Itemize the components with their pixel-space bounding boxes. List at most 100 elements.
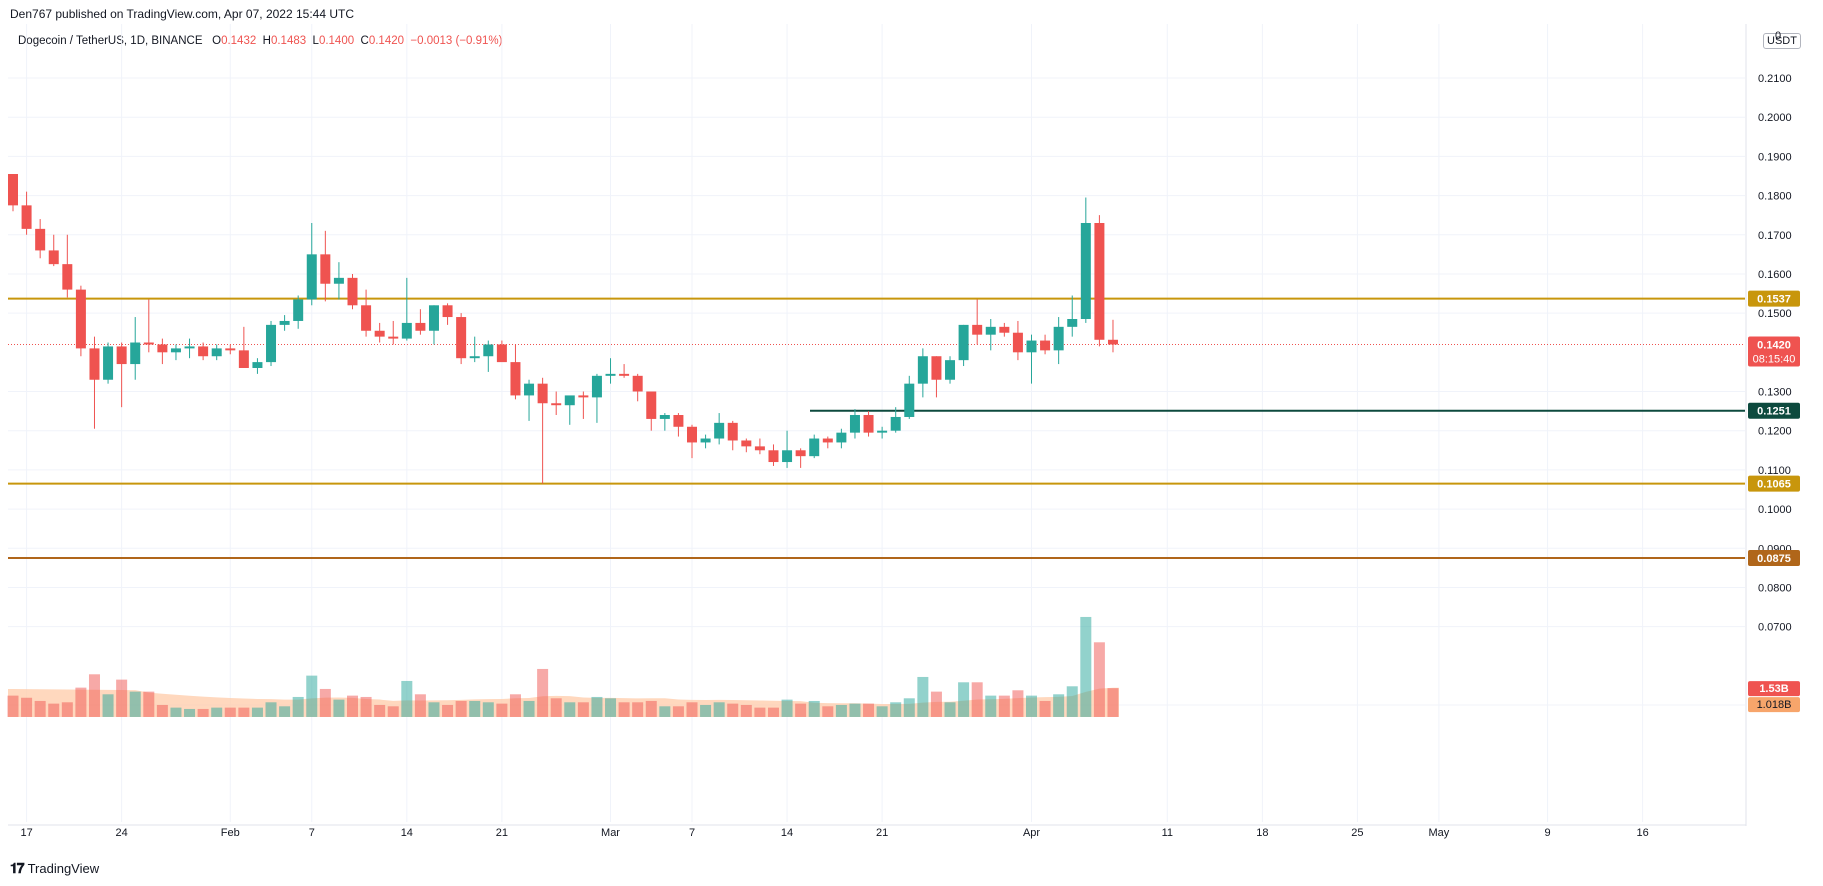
volume-bar: [1080, 616, 1092, 717]
candle-body[interactable]: [388, 336, 399, 339]
candle-body[interactable]: [279, 320, 290, 325]
candle-body[interactable]: [917, 356, 928, 384]
tradingview-brand[interactable]: 𝟏𝟕 TradingView: [10, 860, 99, 877]
y-tick-label: 0.0700: [1758, 622, 1792, 634]
candle-body[interactable]: [184, 346, 195, 349]
candle-body[interactable]: [143, 342, 154, 345]
candle-body[interactable]: [687, 426, 697, 443]
candle-body[interactable]: [1107, 339, 1118, 345]
candle-body[interactable]: [442, 305, 453, 318]
candle-body[interactable]: [836, 432, 847, 443]
candle-body[interactable]: [591, 375, 602, 398]
candle-body[interactable]: [62, 264, 73, 290]
candle-body[interactable]: [1067, 319, 1078, 327]
volume-bar: [727, 703, 739, 717]
candle-body[interactable]: [374, 330, 385, 337]
candle-body[interactable]: [632, 375, 643, 392]
volume-bar: [958, 682, 970, 717]
candle-body[interactable]: [1053, 326, 1064, 351]
candle-body[interactable]: [401, 322, 412, 339]
candle-body[interactable]: [510, 362, 521, 396]
candle-body[interactable]: [931, 356, 942, 380]
candle-body[interactable]: [75, 289, 86, 349]
currency-unit-button[interactable]: USDT: [1763, 33, 1801, 49]
candle-body[interactable]: [537, 383, 548, 404]
candle-body[interactable]: [116, 346, 127, 365]
candle-body[interactable]: [700, 438, 711, 443]
candle-body[interactable]: [252, 362, 263, 368]
candle-body[interactable]: [972, 324, 983, 335]
candle-body[interactable]: [1012, 332, 1023, 353]
candle-body[interactable]: [524, 383, 535, 396]
volume-bar: [1012, 690, 1024, 717]
candle-body[interactable]: [238, 350, 249, 368]
candle-body[interactable]: [1040, 340, 1051, 351]
candle-body[interactable]: [157, 344, 168, 353]
candle-body[interactable]: [266, 324, 277, 363]
candle-body[interactable]: [795, 450, 806, 457]
price-chart[interactable]: 17 24 Feb 7 14 21 Mar 7 14 21 Apr 11 18 25 May 9 16 0.210…: [0, 22, 1823, 858]
candle-body[interactable]: [768, 450, 779, 463]
candle-body[interactable]: [8, 174, 18, 206]
candle-body[interactable]: [809, 438, 820, 457]
candle-body[interactable]: [469, 356, 480, 359]
candle-body[interactable]: [673, 415, 684, 427]
candle-body[interactable]: [103, 346, 114, 380]
candle-body[interactable]: [333, 277, 344, 284]
candle-body[interactable]: [48, 250, 59, 265]
candle-body[interactable]: [1080, 222, 1091, 320]
candle-body[interactable]: [958, 324, 969, 361]
candle-body[interactable]: [782, 450, 793, 463]
candle-body[interactable]: [741, 440, 752, 447]
volume-bar: [143, 691, 155, 717]
candle-body[interactable]: [945, 360, 956, 380]
candle-body[interactable]: [822, 438, 833, 443]
candle-body[interactable]: [21, 205, 32, 229]
candle-body[interactable]: [89, 348, 100, 380]
candle-body[interactable]: [727, 422, 738, 441]
candle-body[interactable]: [659, 415, 670, 419]
volume-bar: [279, 706, 291, 717]
candle-body[interactable]: [483, 344, 494, 357]
candle-body[interactable]: [1094, 222, 1105, 340]
y-tick-label-top: 0: [1775, 30, 1781, 42]
candle-body[interactable]: [428, 305, 439, 331]
candle-body[interactable]: [306, 254, 317, 300]
candle-body[interactable]: [293, 299, 304, 321]
candle-body[interactable]: [361, 305, 372, 331]
candle-body[interactable]: [890, 416, 901, 431]
symbol-name[interactable]: Dogecoin / TetherUS, 1D, BINANCE: [18, 35, 203, 47]
candle-body[interactable]: [496, 344, 507, 363]
volume-bar: [442, 704, 454, 717]
candle-body[interactable]: [904, 383, 915, 417]
candle-body[interactable]: [578, 395, 589, 398]
candle-body[interactable]: [877, 430, 888, 433]
volume-bar: [822, 706, 834, 717]
candle-body[interactable]: [605, 373, 616, 376]
candle-body[interactable]: [999, 326, 1010, 333]
candle-body[interactable]: [646, 391, 657, 419]
candle-body[interactable]: [849, 415, 860, 433]
candle-body[interactable]: [198, 346, 209, 357]
candle-body[interactable]: [347, 277, 358, 306]
candle-body[interactable]: [320, 254, 331, 284]
volume-bar: [808, 700, 820, 717]
volume-bar: [713, 702, 725, 717]
candle-body[interactable]: [551, 403, 562, 406]
candle-body[interactable]: [456, 317, 467, 359]
x-tick-label: 17: [20, 827, 32, 839]
candle-body[interactable]: [130, 342, 141, 365]
volume-bar: [740, 704, 752, 717]
candle-body[interactable]: [415, 322, 426, 331]
candle-body[interactable]: [754, 446, 765, 451]
candle-body[interactable]: [564, 395, 575, 406]
candle-body[interactable]: [985, 326, 996, 335]
candle-body[interactable]: [170, 348, 181, 353]
candle-body[interactable]: [35, 228, 46, 251]
candle-body[interactable]: [714, 422, 725, 439]
candle-body[interactable]: [1026, 340, 1037, 353]
candle-body[interactable]: [863, 415, 874, 433]
candle-body[interactable]: [225, 348, 236, 351]
candle-body[interactable]: [211, 348, 222, 357]
candle-body[interactable]: [619, 373, 630, 376]
